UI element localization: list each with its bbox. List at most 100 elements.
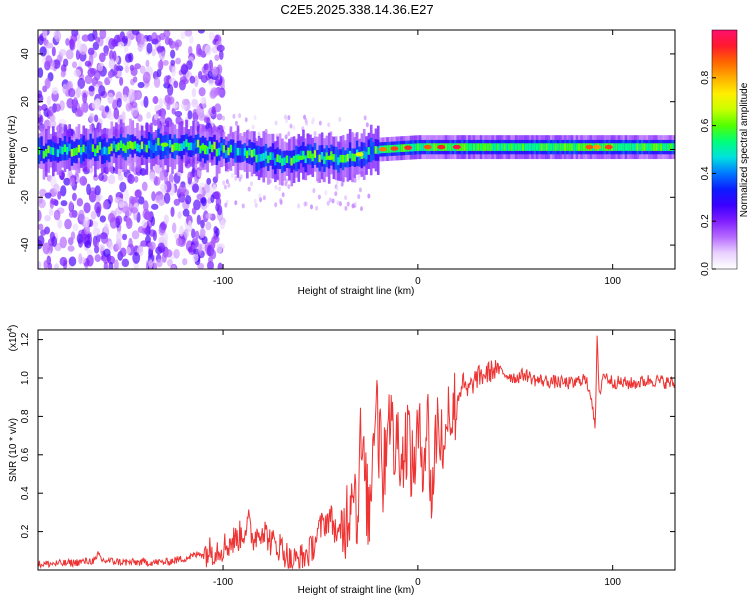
- spectrogram-cell: [158, 199, 164, 207]
- spectrogram-cell: [552, 143, 555, 151]
- spectrogram-cell: [104, 105, 110, 113]
- spectrogram-cell: [521, 143, 525, 151]
- spectrogram-cell: [339, 154, 343, 163]
- spectrogram-cell: [230, 173, 234, 179]
- spectrogram-cell: [376, 146, 380, 155]
- spectrogram-cell: [119, 140, 123, 149]
- spectrogram-cell: [369, 146, 373, 154]
- spectrogram-cell: [344, 205, 348, 211]
- spectrogram-cell: [170, 49, 176, 59]
- spectrogram-cell: [140, 141, 144, 150]
- spectrogram-cell: [48, 119, 57, 129]
- spectrogram-x-label: Height of straight line (km): [298, 286, 415, 297]
- snr-y-label: SNR (10 * v/v): [8, 418, 19, 482]
- spectrogram-cell: [159, 170, 165, 181]
- spectrogram-cell: [313, 131, 317, 137]
- spectrogram-cell: [214, 79, 223, 87]
- spectrogram-cell: [559, 143, 562, 151]
- spectrogram-cell: [38, 105, 43, 112]
- spectrogram-cell: [160, 142, 169, 147]
- spectrogram-cell: [540, 143, 544, 151]
- spectrogram-cell: [45, 55, 53, 66]
- spectrogram-cell: [470, 143, 474, 151]
- spectrogram-cell: [465, 143, 469, 151]
- spectrogram-cell: [122, 94, 128, 102]
- spectrogram-cell: [163, 214, 169, 225]
- spectrogram-cell: [215, 243, 223, 254]
- spectrogram-cell: [269, 152, 273, 160]
- spectrogram-cell: [119, 181, 127, 193]
- spectrogram-cell: [38, 223, 44, 231]
- spectrogram-cell: [68, 87, 76, 98]
- spectrogram-cell: [198, 112, 206, 121]
- spectrogram-cell: [56, 149, 60, 157]
- spectrogram-cell: [94, 185, 101, 196]
- spectrogram-cell: [54, 148, 57, 156]
- colorbar-tick-label: 0.4: [700, 166, 711, 180]
- spectrogram-cell: [134, 63, 142, 70]
- spectrogram-cell: [232, 113, 236, 119]
- spectrogram-cell: [281, 192, 285, 198]
- spectrogram-cell: [127, 173, 135, 185]
- spectrogram-cell: [81, 102, 87, 111]
- spectrogram-panel: -100 0 100 -40 -20 0 20 40 Height of straight …: [7, 29, 676, 297]
- spectrogram-cell: [247, 186, 251, 192]
- x-tick-label: 0: [415, 577, 421, 588]
- spectrogram-cell: [182, 141, 186, 149]
- spectrogram-cell: [211, 249, 217, 260]
- spectrogram-cell: [145, 144, 149, 153]
- spectrogram-cell: [258, 193, 262, 199]
- spectrogram-cell: [227, 147, 230, 156]
- spectrogram-cell: [312, 188, 316, 194]
- spectrogram-cell: [183, 228, 189, 239]
- y-tick-label: 0.6: [20, 447, 31, 461]
- spectrogram-cell: [365, 122, 369, 128]
- spectrogram-cell: [68, 256, 77, 267]
- spectrogram-cell: [169, 40, 176, 49]
- spectrogram-cell: [130, 101, 138, 109]
- spectrogram-cell: [124, 65, 130, 74]
- spectrogram-cell: [151, 48, 156, 57]
- spectrogram-cell: [271, 152, 275, 161]
- spectrogram-cell: [563, 143, 567, 151]
- spectrogram-cell: [659, 143, 663, 151]
- spectrogram-cell: [212, 184, 217, 194]
- spectrogram-cell: [671, 143, 675, 151]
- spectrogram-cell: [260, 153, 263, 162]
- spectrogram-cell: [64, 218, 72, 230]
- spectrogram-cell: [116, 97, 122, 108]
- spectrogram-cell: [67, 245, 75, 252]
- spectrogram-cell: [444, 143, 448, 151]
- spectrogram-cell: [108, 261, 114, 269]
- spectrogram-cell: [171, 144, 174, 153]
- spectrogram-cell: [200, 96, 206, 105]
- spectrogram-cell: [437, 144, 446, 150]
- spectrogram-cell: [250, 181, 254, 187]
- spectrogram-cell: [198, 87, 206, 97]
- spectrogram-cell: [547, 143, 551, 151]
- spectrogram-cell: [122, 143, 125, 152]
- spectrogram-cell: [72, 97, 78, 109]
- spectrogram-cell: [479, 143, 483, 151]
- spectrogram-cell: [295, 154, 298, 163]
- spectrogram-cell: [124, 53, 132, 63]
- spectrogram-cell: [119, 247, 127, 258]
- spectrogram-y-label: Frequency (Hz): [7, 116, 18, 185]
- spectrogram-cell: [313, 150, 317, 158]
- y-tick-label: 1.2: [20, 332, 31, 346]
- spectrogram-cell: [365, 151, 368, 160]
- spectrogram-cell: [220, 143, 223, 151]
- y-tick-label: 0.4: [20, 486, 31, 500]
- spectrogram-cell: [117, 41, 125, 48]
- spectrogram-cell: [238, 113, 242, 119]
- spectrogram-cell: [175, 237, 183, 247]
- spectrogram-cell: [180, 31, 186, 40]
- spectrogram-cell: [164, 249, 173, 258]
- spectrogram-cell: [206, 177, 212, 185]
- spectrogram-cell: [433, 143, 436, 151]
- spectrogram-cell: [98, 173, 104, 182]
- spectrogram-cell: [168, 139, 172, 148]
- spectrogram-cell: [54, 30, 62, 43]
- spectrogram-cell: [214, 103, 222, 113]
- spectrogram-cell: [216, 113, 223, 121]
